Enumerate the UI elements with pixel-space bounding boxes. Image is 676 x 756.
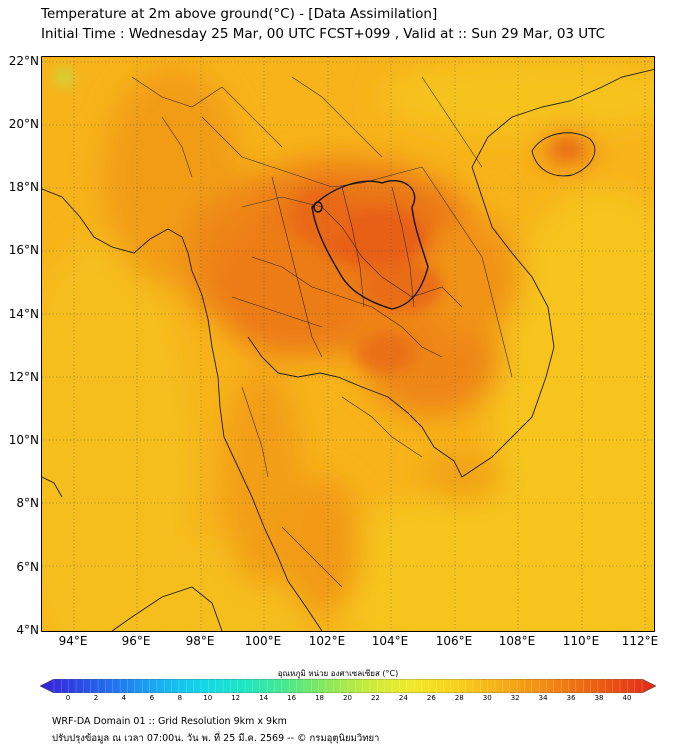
colorbar-tick-label: 36 [566,694,576,702]
lat-label-16n: 16°N [8,243,39,257]
footer-update-info: ปรับปรุงข้อมูล ณ เวลา 07:00น. วัน พ. ที่… [52,733,380,744]
colorbar-tick-label: 20 [343,694,352,702]
lon-label-110e: 110°E [562,634,600,648]
colorbar-tick-label: 32 [510,694,520,702]
colorbar-tick-label: 26 [426,694,436,702]
lon-label-96e: 96°E [121,634,151,648]
lat-label-10n: 10°N [8,433,39,447]
colorbar-tick-label: 2 [93,694,99,702]
lat-label-20n: 20°N [8,117,39,131]
temperature-map [41,56,655,632]
colorbar-tick-label: 8 [177,694,183,702]
colorbar-tick-label: 14 [259,694,269,702]
lon-label-106e: 106°E [435,634,473,648]
colorbar-tick-label: 10 [203,694,213,702]
colorbar-tick-label: 28 [454,694,464,702]
map-title: Temperature at 2m above ground(°C) - [Da… [41,6,438,22]
colorbar-tick-label: 40 [622,694,632,702]
lon-label-112e: 112°E [621,634,659,648]
coastlines [42,69,654,631]
footer-model-info: WRF-DA Domain 01 :: Grid Resolution 9km … [52,716,287,727]
colorbar-tick-label: 12 [231,694,241,702]
lat-label-12n: 12°N [8,370,39,384]
lon-label-102e: 102°E [308,634,346,648]
lon-label-100e: 100°E [244,634,282,648]
contour-marker [313,201,323,213]
province-borders [131,76,513,588]
map-subtitle: Initial Time : Wednesday 25 Mar, 00 UTC … [41,26,606,42]
colorbar-tick-label: 4 [121,694,127,702]
colorbar-bar [40,679,656,693]
lat-label-14n: 14°N [8,307,39,321]
colorbar-tick-label: 34 [538,694,548,702]
lon-label-108e: 108°E [498,634,536,648]
lon-label-94e: 94°E [58,634,88,648]
national-border [311,180,429,310]
colorbar-tick-label: 30 [482,694,492,702]
colorbar-title: อุณหภูมิ หน่วย องศาเซลเซียส (°C) [277,669,399,678]
colorbar-tick-label: 0 [65,694,71,702]
colorbar [40,679,656,693]
colorbar-tick-label: 18 [315,694,325,702]
colorbar-tick-label: 16 [287,694,297,702]
colorbar-tick-label: 24 [398,694,408,702]
lat-label-22n: 22°N [8,54,39,68]
graticule [42,57,654,631]
lat-label-8n: 8°N [16,496,39,510]
lat-label-6n: 6°N [16,560,39,574]
colorbar-tick-label: 22 [370,694,380,702]
lat-label-4n: 4°N [16,623,39,637]
lat-label-18n: 18°N [8,180,39,194]
temperature-hotspots [56,69,582,372]
lon-label-98e: 98°E [185,634,215,648]
colorbar-tick-label: 38 [594,694,604,702]
colorbar-tick-label: 6 [149,694,155,702]
lon-label-104e: 104°E [371,634,409,648]
temperature-map-svg [42,57,654,631]
